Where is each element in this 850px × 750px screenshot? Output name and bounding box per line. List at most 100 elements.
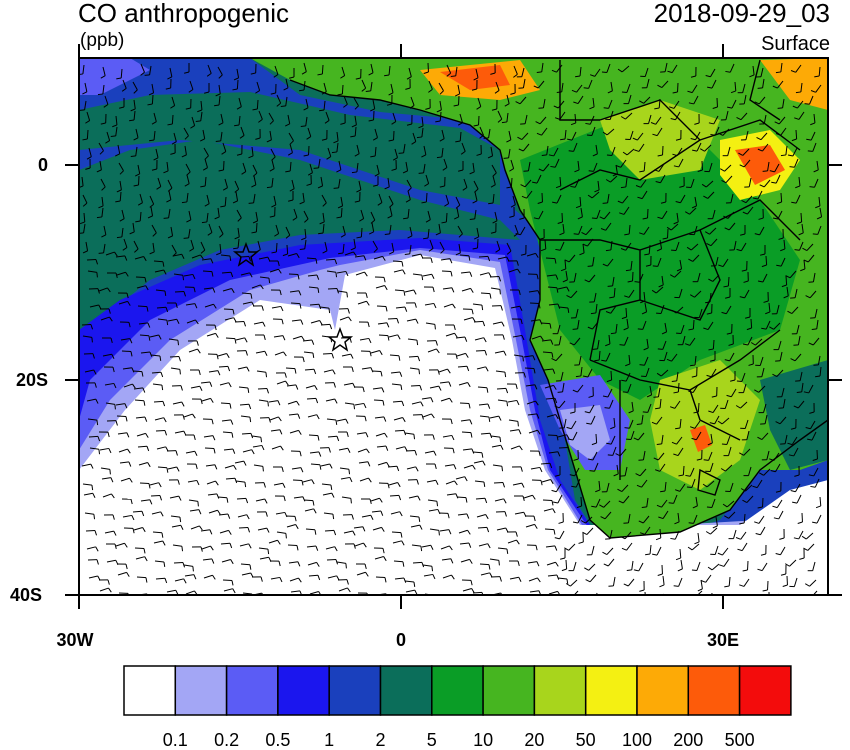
wind-barb-flag [673,585,679,587]
wind-barb-flag [79,73,83,75]
wind-barb-flag [504,372,507,378]
wind-barb-flag [519,306,523,311]
wind-barb [616,464,619,474]
wind-barb [258,547,268,550]
wind-barb-flag [662,237,668,240]
wind-barb-flag [558,521,564,524]
wind-barb [775,463,781,473]
wind-barb-flag [372,137,378,141]
wind-barb-flag [535,400,539,406]
wind-barb [698,308,703,318]
wind-barb [324,529,335,532]
wind-barb-flag [114,251,118,257]
wind-barb-flag [250,433,254,439]
wind-barb [612,576,616,586]
wind-barb-flag [772,505,778,509]
wind-barb-flag [763,300,769,303]
wind-barb [133,527,143,531]
wind-barb-flag [584,567,589,571]
wind-barb [680,324,685,334]
wind-barb [462,588,472,592]
wind-barb [344,251,354,256]
wind-barb [710,238,718,247]
wind-barb [760,526,766,536]
wind-barb-flag [313,167,319,169]
wind-barb-flag [810,485,816,488]
wind-barb-flag [600,516,606,520]
wind-barb-flag [348,316,352,322]
wind-barb-flag [656,504,662,508]
wind-barb-flag [178,495,182,501]
wind-barb [84,100,87,110]
wind-barb-flag [262,321,266,327]
wind-barb-flag [209,529,213,535]
wind-barb [806,243,814,251]
wind-barb-flag [516,400,520,406]
wind-barb [258,256,268,260]
wind-barb-flag [624,233,630,236]
wind-barb-flag [158,334,162,340]
wind-barb-flag [771,181,777,184]
wind-barb-flag [572,328,578,330]
wind-barb [615,323,618,333]
wind-barb-flag [382,548,385,554]
wind-barb [492,175,496,185]
wind-barb-flag [425,107,431,110]
wind-barb [818,196,821,207]
wind-barb [287,114,291,124]
wind-barb-flag [553,385,557,390]
wind-barb-flag [369,231,374,235]
wind-barb [106,559,116,563]
wind-barb-flag [105,140,110,144]
wind-barb-flag [770,470,776,473]
wind-barb-flag [697,169,703,173]
wind-barb [270,148,276,158]
wind-barb-flag [135,173,140,177]
wind-barb [629,419,634,429]
wind-barb-flag [351,366,354,372]
wind-barb [102,353,112,357]
wind-barb [512,334,522,338]
wind-barb-flag [644,253,650,256]
wind-barb [595,433,598,444]
wind-barb [101,477,111,480]
wind-barb [306,397,317,400]
wind-barb-flag [195,120,201,123]
wind-barb [174,578,184,582]
wind-barb-flag [813,169,819,173]
wind-barb-flag [625,363,631,367]
wind-barb [479,415,490,418]
wind-barb-flag [124,542,128,548]
wind-barb-flag [487,543,491,549]
wind-barb [149,195,155,205]
wind-barb [676,147,683,156]
wind-barb [409,226,413,236]
wind-barb-flag [221,151,227,155]
wind-barb-flag [245,350,248,356]
wind-barb-flag [780,154,786,157]
wind-barb [750,318,753,329]
wind-barb-flag [517,268,521,274]
wind-barb [103,225,107,235]
wind-barb-flag [520,466,523,472]
wind-barb-flag [260,437,263,443]
wind-barb-flag [752,197,759,200]
wind-barb-flag [133,89,138,94]
wind-barb [592,321,599,330]
wind-barb [733,529,737,539]
wind-barb [150,354,161,357]
wind-barb-flag [196,480,200,486]
wind-barb-flag [621,379,627,382]
wind-barb [509,429,519,432]
wind-barb-flag [319,320,323,326]
wind-barb-flag [231,580,234,586]
wind-barb [522,143,530,152]
wind-barb-flag [140,71,145,76]
wind-barb-flag [516,260,519,266]
wind-barb [610,240,613,250]
wind-barb-flag [301,237,307,241]
wind-barb-flag [536,413,540,419]
wind-barb [304,368,315,371]
wind-barb-flag [428,88,433,93]
wind-barb-flag [367,461,371,467]
